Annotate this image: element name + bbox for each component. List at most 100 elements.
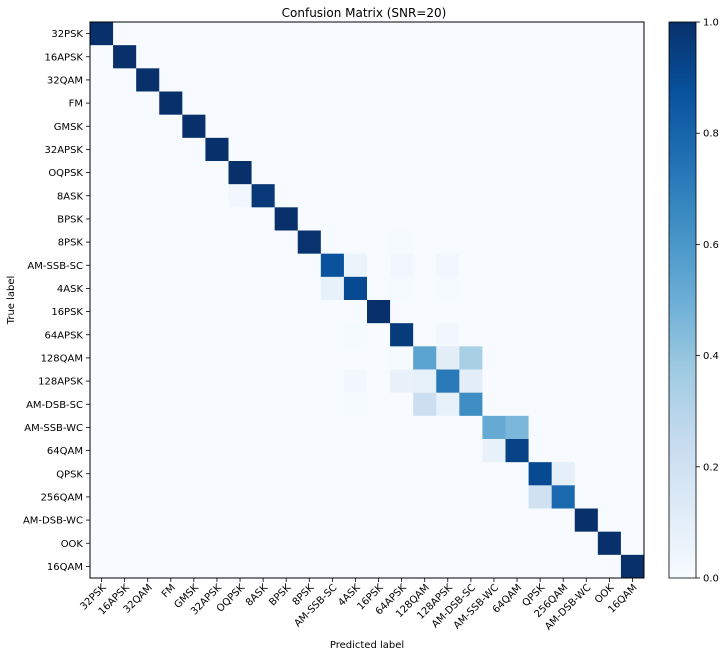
heatmap-cell — [551, 323, 576, 347]
heatmap-cell — [367, 462, 391, 486]
heatmap-cell — [597, 253, 622, 278]
heatmap-cell — [251, 45, 276, 69]
heatmap-cell — [297, 68, 322, 92]
heatmap-cell — [551, 369, 576, 394]
heatmap-cell — [320, 230, 345, 255]
heatmap-cell — [251, 91, 276, 116]
heatmap-cell — [182, 508, 206, 533]
heatmap-cell — [390, 485, 414, 509]
heatmap-cell — [297, 253, 322, 278]
heatmap-cell — [297, 392, 322, 417]
heatmap-cell — [182, 91, 206, 116]
heatmap-cell — [528, 161, 553, 185]
heatmap-cell — [551, 161, 576, 185]
heatmap-cell — [482, 369, 506, 394]
heatmap-cell — [228, 253, 252, 278]
heatmap-cell — [390, 161, 414, 185]
heatmap-cell — [436, 531, 460, 556]
heatmap-cell — [413, 300, 437, 324]
heatmap-cell — [413, 276, 437, 301]
y-tick-label: 32QAM — [47, 75, 83, 86]
heatmap-cell — [367, 369, 391, 394]
y-tick-label: 128QAM — [41, 353, 83, 364]
heatmap-cell — [574, 462, 599, 486]
heatmap-cell — [413, 508, 437, 533]
heatmap-cell — [620, 253, 645, 278]
heatmap-cell — [482, 22, 506, 46]
heatmap-cell — [597, 323, 622, 347]
y-tick-label: 8PSK — [58, 238, 84, 249]
y-tick-label: 4ASK — [57, 284, 84, 295]
heatmap-cell — [597, 230, 622, 255]
heatmap-cell — [459, 253, 483, 278]
heatmap-cell — [136, 531, 160, 556]
heatmap-cell — [367, 508, 391, 533]
heatmap-cell — [620, 114, 645, 139]
heatmap-cell — [505, 184, 529, 208]
heatmap-cell — [274, 554, 299, 579]
heatmap-cell — [274, 392, 299, 417]
heatmap-cell — [574, 114, 599, 139]
heatmap-cell — [482, 161, 506, 185]
heatmap-cell — [551, 300, 576, 324]
heatmap-cell — [413, 323, 437, 347]
heatmap-cell — [528, 45, 553, 69]
heatmap-cell — [320, 369, 345, 394]
heatmap-cell — [597, 508, 622, 533]
heatmap-cell — [551, 253, 576, 278]
y-tick-label: 32APSK — [44, 145, 83, 156]
heatmap-cell — [113, 161, 137, 185]
heatmap-cell — [228, 230, 252, 255]
heatmap-cell — [597, 346, 622, 370]
heatmap-cell — [90, 276, 114, 301]
heatmap-cell — [251, 22, 276, 46]
heatmap-cell — [182, 485, 206, 509]
heatmap-cell — [551, 91, 576, 116]
heatmap-cell — [343, 300, 368, 324]
heatmap-cell — [505, 439, 529, 463]
heatmap-cell — [113, 22, 137, 46]
heatmap-cell — [390, 276, 414, 301]
heatmap-cell — [459, 45, 483, 69]
heatmap-cell — [113, 300, 137, 324]
y-tick-label: 64QAM — [47, 446, 83, 457]
heatmap-cell — [113, 508, 137, 533]
heatmap-cell — [505, 68, 529, 92]
heatmap-cell — [228, 300, 252, 324]
heatmap-cell — [320, 45, 345, 69]
heatmap-cell — [159, 68, 183, 92]
heatmap-cell — [436, 485, 460, 509]
heatmap-cell — [505, 22, 529, 46]
heatmap-cell — [574, 554, 599, 579]
heatmap-cell — [90, 323, 114, 347]
heatmap-cell — [90, 114, 114, 139]
heatmap-cell — [436, 439, 460, 463]
heatmap-cell — [574, 508, 599, 533]
x-axis-label: Predicted label — [330, 640, 404, 651]
heatmap-cell — [528, 276, 553, 301]
heatmap-cell — [182, 439, 206, 463]
heatmap-cell — [113, 415, 137, 440]
heatmap-cell — [320, 91, 345, 116]
heatmap-cell — [505, 300, 529, 324]
heatmap-cell — [528, 68, 553, 92]
heatmap-cell — [413, 392, 437, 417]
heatmap-cell — [274, 253, 299, 278]
heatmap-cell — [505, 91, 529, 116]
heatmap-cell — [482, 184, 506, 208]
y-tick-label: AM-DSB-SC — [26, 400, 83, 411]
heatmap-cell — [90, 207, 114, 231]
heatmap-cell — [459, 554, 483, 579]
heatmap-cell — [228, 554, 252, 579]
heatmap-cell — [413, 485, 437, 509]
heatmap-cell — [251, 531, 276, 556]
heatmap-cell — [297, 207, 322, 231]
heatmap-cell — [343, 230, 368, 255]
heatmap-cell — [436, 392, 460, 417]
y-tick-label: 32PSK — [51, 29, 83, 40]
heatmap-cell — [205, 68, 229, 92]
heatmap-cell — [320, 323, 345, 347]
heatmap-cell — [136, 554, 160, 579]
heatmap-cell — [297, 415, 322, 440]
